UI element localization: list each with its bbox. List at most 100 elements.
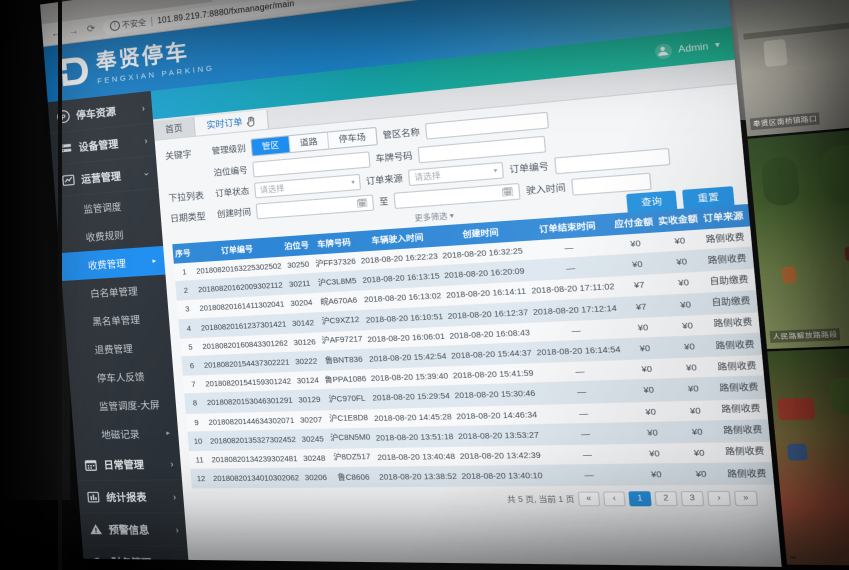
cell-no: 10 <box>187 431 209 451</box>
cell-source: 路侧收费 <box>713 354 761 378</box>
chevron-right-icon: › <box>141 102 146 113</box>
sidebar-nav: P 停车资源 › 设备管理 › <box>47 90 190 567</box>
cell-end-time: — <box>536 380 628 404</box>
filter-label-create-time: 创建时间 <box>216 207 252 220</box>
cell-received: ¥0 <box>673 420 721 443</box>
sidebar-item-geomagnetic-records[interactable]: 地磁记录 ▸ <box>73 418 180 449</box>
pagination-page-3[interactable]: 3 <box>680 491 705 507</box>
col-berth[interactable]: 泊位号 <box>281 234 312 257</box>
sidebar-item-label: 白名单管理 <box>89 286 139 301</box>
camera-label <box>790 556 797 559</box>
cell-no: 6 <box>181 355 203 376</box>
sidebar-item-label: 预警信息 <box>108 525 150 537</box>
sidebar-item-refund-management[interactable]: 退费管理 <box>66 332 172 365</box>
street-camera-2[interactable]: 2018 人民路解放路路段 <box>747 127 849 350</box>
tab-label: 实时订单 <box>206 116 243 131</box>
segment-parking-lot[interactable]: 停车场 <box>327 128 377 149</box>
sidebar-item-label: 监管调度 <box>83 202 122 217</box>
cell-plate: 鲁PPA1086 <box>321 368 370 390</box>
camera-label: 奉贤区南桥镇路口 <box>749 111 821 130</box>
cell-source: 路侧收费 <box>720 441 769 464</box>
sidebar-item-parking-resources[interactable]: P 停车资源 › <box>47 90 154 134</box>
back-icon[interactable]: ← <box>50 27 62 40</box>
pagination-last[interactable]: » <box>733 490 759 507</box>
street-camera-3[interactable] <box>767 346 849 567</box>
user-avatar-icon[interactable] <box>654 42 673 60</box>
cell-source: 路侧收费 <box>718 419 767 442</box>
reset-button[interactable]: 重置 <box>682 186 735 210</box>
cell-received: ¥0 <box>675 441 723 464</box>
col-payable[interactable]: 应付金额 <box>610 210 657 236</box>
orders-table: 序号 订单编号 泊位号 车牌号码 车辆驶入时间 创建时间 订单结束时间 应付金额… <box>172 194 782 489</box>
arrow-right-icon: ▸ <box>166 429 171 438</box>
arrow-right-icon: ▸ <box>152 257 157 266</box>
calendar-icon[interactable]: 🗓 <box>355 198 369 209</box>
cell-created-time: 2018-08-20 13:53:27 <box>454 424 543 447</box>
cell-plate: 鲁C8606 <box>329 467 378 488</box>
area-name-input[interactable] <box>424 111 550 140</box>
cell-payable: ¥7 <box>618 294 665 318</box>
order-source-select[interactable]: 请选择 ▾ <box>407 161 505 187</box>
sidebar-item-driver-feedback[interactable]: 停车人反馈 <box>68 361 174 393</box>
cell-plate: 沪AF97217 <box>318 329 366 352</box>
col-no[interactable]: 序号 <box>172 242 194 264</box>
cell-received: ¥0 <box>677 463 725 485</box>
cell-order-no: 20180820144634302071 <box>205 410 298 432</box>
pagination-page-1[interactable]: 1 <box>628 491 652 507</box>
sidebar-item-supervision-bigscreen[interactable]: 监管调度-大屏 <box>70 390 177 421</box>
cell-berth: 30211 <box>284 273 316 295</box>
sidebar-item-operations-management[interactable]: 运营管理 ⌄ <box>52 156 159 198</box>
pagination: 共 5 页, 当前 1 页 « ‹ 1 2 3 › » <box>192 485 764 507</box>
create-time-to-input[interactable]: 🗓 <box>393 182 521 210</box>
cell-order-no: 20180820134010302062 <box>210 468 302 489</box>
sidebar-item-statistics-reports[interactable]: 统计报表 › <box>77 480 185 514</box>
segment-road[interactable]: 道路 <box>289 132 330 153</box>
security-label: 不安全 <box>121 17 147 30</box>
forward-icon[interactable]: → <box>68 25 79 38</box>
sidebar-item-label: 停车资源 <box>75 107 117 123</box>
sidebar-item-warning-information[interactable]: 预警信息 › <box>79 513 188 547</box>
browser-window: 管理系统 × ← → ⟳ ! 不安全 101.89.219.7:8880/fxm… <box>40 0 782 567</box>
chevron-right-icon: › <box>143 134 148 146</box>
cell-payable: ¥0 <box>612 232 659 256</box>
cell-order-no: 20180820135327302452 <box>207 429 299 451</box>
cell-source: 路侧收费 <box>714 376 763 400</box>
cell-source: 路侧收费 <box>711 333 759 357</box>
sidebar-item-daily-management[interactable]: 日常管理 › <box>74 447 182 482</box>
chevron-down-icon: ⌄ <box>141 166 151 178</box>
filter-label-berth: 泊位编号 <box>213 165 248 178</box>
segment-area[interactable]: 管区 <box>251 136 291 156</box>
chevron-down-icon: ▾ <box>449 212 455 221</box>
street-camera-1[interactable]: 奉贤区南桥镇路口 <box>727 0 849 137</box>
cell-no: 11 <box>188 450 211 470</box>
cell-plate: 沪C1E8D8 <box>324 408 373 429</box>
video-wall-screen: 管理系统 × ← → ⟳ ! 不安全 101.89.219.7:8880/fxm… <box>40 0 849 570</box>
cell-no: 5 <box>179 337 202 357</box>
calendar-icon[interactable]: 🗓 <box>501 186 515 198</box>
main-content: Admin ▾ 首页 实时订单 <box>150 26 782 567</box>
cell-received: ¥0 <box>668 356 715 380</box>
cell-enter-time: 2018-08-20 15:39:40 <box>367 365 452 389</box>
pagination-first[interactable]: « <box>577 491 601 507</box>
filter-label-order-status: 订单状态 <box>214 186 250 199</box>
fengxian-parking-logo-icon <box>53 49 95 93</box>
info-icon: ! <box>109 20 121 32</box>
cell-enter-time: 2018-08-20 13:40:48 <box>374 446 459 468</box>
chevron-down-icon[interactable]: ▾ <box>714 41 721 50</box>
sidebar-item-label: 黑名单管理 <box>92 315 141 329</box>
pagination-next[interactable]: › <box>706 491 732 507</box>
chevron-right-icon: › <box>172 491 177 502</box>
cell-no: 1 <box>173 262 195 282</box>
sidebar-item-finance-management[interactable]: 财务管理 › <box>82 545 190 567</box>
sidebar-item-label: 监管调度-大屏 <box>98 400 161 414</box>
order-status-select[interactable]: 请选择 ▾ <box>253 173 362 199</box>
cell-end-time: — <box>543 464 636 486</box>
order-no-input[interactable] <box>554 147 671 175</box>
create-time-from-input[interactable]: 🗓 <box>255 194 375 220</box>
pagination-prev[interactable]: ‹ <box>602 491 626 507</box>
pagination-page-2[interactable]: 2 <box>654 491 678 507</box>
security-indicator[interactable]: ! 不安全 <box>109 16 147 32</box>
search-button[interactable]: 查询 <box>626 190 678 214</box>
sidebar-item-device-management[interactable]: 设备管理 › <box>50 123 156 166</box>
reload-icon[interactable]: ⟳ <box>86 22 96 35</box>
